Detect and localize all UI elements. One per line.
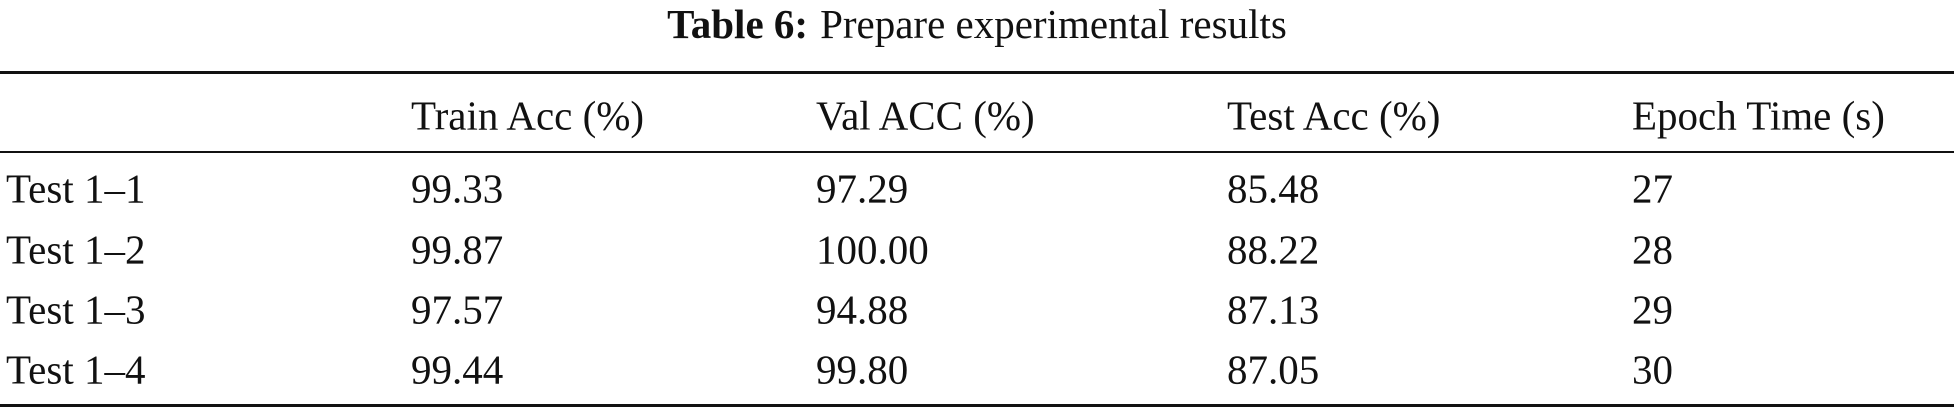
table-cell: 30 xyxy=(1632,346,1673,393)
bottom-rule xyxy=(0,404,1954,407)
row-label: Test 1–3 xyxy=(6,286,146,333)
table-label: Table 6: xyxy=(667,1,809,47)
table-cell: 99.44 xyxy=(411,346,504,393)
table-cell: 29 xyxy=(1632,286,1673,333)
column-header: Epoch Time (s) xyxy=(1632,92,1885,139)
table-cell: 87.05 xyxy=(1227,346,1320,393)
column-header: Train Acc (%) xyxy=(411,92,645,139)
table-cell: 27 xyxy=(1632,165,1673,212)
column-header: Val ACC (%) xyxy=(816,92,1035,139)
table-cell: 87.13 xyxy=(1227,286,1320,333)
table-cell: 28 xyxy=(1632,226,1673,273)
header-rule xyxy=(0,151,1954,153)
table-cell: 94.88 xyxy=(816,286,909,333)
column-header: Test Acc (%) xyxy=(1227,92,1441,139)
top-rule xyxy=(0,71,1954,74)
table-cell: 99.80 xyxy=(816,346,909,393)
table-cell: 97.29 xyxy=(816,165,909,212)
table-title: Table 6: Prepare experimental results xyxy=(0,2,1954,46)
row-label: Test 1–2 xyxy=(6,226,146,273)
table-cell: 88.22 xyxy=(1227,226,1320,273)
table-cell: 97.57 xyxy=(411,286,504,333)
table-cell: 100.00 xyxy=(816,226,929,273)
row-label: Test 1–1 xyxy=(6,165,146,212)
table-cell: 85.48 xyxy=(1227,165,1320,212)
row-label: Test 1–4 xyxy=(6,346,146,393)
table-cell: 99.33 xyxy=(411,165,504,212)
table-cell: 99.87 xyxy=(411,226,504,273)
table-caption: Prepare experimental results xyxy=(820,1,1287,47)
